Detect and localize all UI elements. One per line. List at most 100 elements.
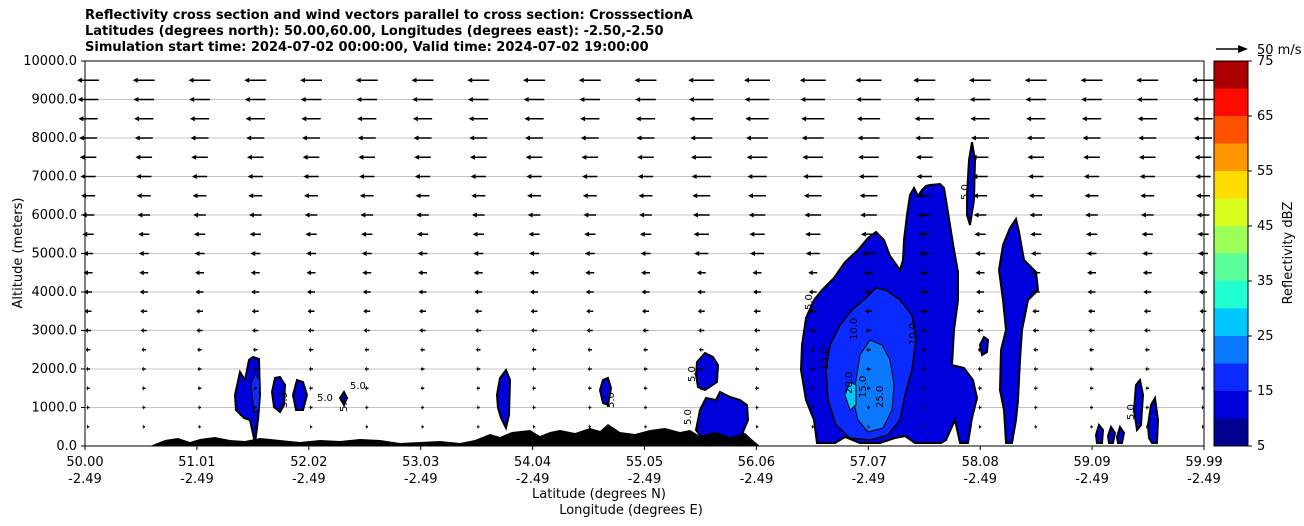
- wind-vector-head: [1030, 251, 1036, 256]
- wind-vector-head: [1192, 97, 1198, 102]
- wind-vector-head: [1198, 270, 1203, 276]
- wind-vector-head: [309, 366, 311, 372]
- wind-vector-head: [1034, 424, 1036, 430]
- wind-vector-head: [417, 251, 423, 256]
- wind-vector-head: [360, 212, 366, 218]
- wind-vector-head: [355, 77, 361, 83]
- wind-reference-label: 50 m/s: [1257, 43, 1302, 58]
- wind-vector-head: [419, 328, 423, 333]
- wind-vector-head: [1080, 77, 1086, 83]
- wind-vector-head: [1200, 328, 1203, 333]
- wind-vector-head: [531, 328, 534, 333]
- colorbar-band: [1214, 143, 1248, 171]
- colorbar-tick-label: 45: [1257, 219, 1274, 234]
- colorbar-band: [1214, 363, 1248, 391]
- wind-vector-head: [1024, 77, 1030, 83]
- wind-vector-head: [638, 193, 644, 199]
- wind-vector-head: [697, 308, 702, 314]
- wind-vector-head: [524, 116, 530, 122]
- colorbar-band: [1214, 61, 1248, 89]
- wind-vector-head: [1090, 424, 1092, 430]
- wind-vector-head: [78, 116, 84, 122]
- wind-vector-head: [808, 270, 813, 276]
- wind-vector-head: [1141, 231, 1147, 237]
- wind-vector-head: [302, 135, 307, 141]
- wind-vector-head: [1032, 308, 1036, 314]
- wind-vector-head: [977, 328, 980, 333]
- wind-vector-head: [747, 174, 753, 179]
- wind-vector-head: [1136, 77, 1142, 83]
- wind-vector-head: [922, 366, 925, 372]
- wind-vector-head: [811, 385, 813, 391]
- wind-vector-head: [643, 385, 646, 391]
- wind-vector-head: [249, 231, 255, 237]
- x-tick-label-lat: 55.05: [626, 455, 663, 470]
- wind-vector-head: [250, 251, 256, 256]
- wind-vector-head: [86, 405, 88, 410]
- wind-vector-head: [1136, 97, 1142, 102]
- wind-vector-head: [77, 97, 83, 102]
- x-tick-label-lat: 50.00: [66, 455, 103, 470]
- wind-vector-head: [527, 193, 532, 199]
- wind-vector-head: [866, 347, 869, 353]
- wind-vector-head: [803, 193, 809, 199]
- wind-vector-head: [975, 270, 980, 276]
- wind-vector-head: [529, 270, 534, 276]
- colorbar-band: [1214, 198, 1248, 226]
- wind-vector-head: [920, 289, 925, 295]
- wind-vector-head: [412, 116, 418, 122]
- wind-vector-head: [253, 385, 256, 391]
- wind-vector-head: [306, 251, 311, 256]
- wind-vector-head: [699, 347, 702, 353]
- wind-vector-head: [365, 405, 367, 410]
- wind-vector-head: [193, 231, 199, 237]
- wind-vector-head: [83, 270, 88, 276]
- wind-vector-head: [977, 347, 980, 353]
- wind-vector-head: [690, 135, 696, 141]
- echo-cell: [997, 216, 1040, 444]
- wind-vector-head: [805, 251, 811, 256]
- wind-vector-head: [976, 289, 980, 295]
- wind-vector-head: [973, 212, 979, 218]
- wind-vector-head: [969, 97, 975, 102]
- wind-vector-head: [799, 77, 805, 83]
- wind-vector-head: [412, 97, 418, 102]
- colorbar-band: [1214, 281, 1248, 309]
- wind-vector-head: [754, 328, 757, 333]
- wind-vector-head: [865, 328, 869, 333]
- wind-vector-head: [1192, 77, 1197, 83]
- wind-vector-head: [1145, 385, 1148, 391]
- wind-vector-head: [1032, 328, 1036, 333]
- contour-label: 10.0: [908, 323, 919, 345]
- colorbar-band: [1214, 253, 1248, 281]
- colorbar: 5 15 25 35 45 55 65 75: [1213, 54, 1274, 454]
- wind-vector-head: [922, 385, 925, 391]
- echo-cell: [338, 390, 349, 408]
- wind-vector-head: [588, 405, 590, 410]
- wind-vector-head: [300, 97, 306, 102]
- wind-vector-head: [971, 135, 976, 141]
- wind-vector-head: [811, 405, 813, 410]
- wind-vector-head: [923, 424, 925, 430]
- wind-vector-head: [418, 289, 423, 295]
- wind-vector-head: [420, 366, 423, 372]
- wind-vector-head: [303, 174, 309, 179]
- colorbar-band: [1214, 226, 1248, 254]
- wind-vector-head: [189, 97, 195, 102]
- wind-vector-head: [744, 77, 749, 83]
- wind-vector-head: [1031, 270, 1036, 276]
- echo-cell: [1115, 424, 1126, 444]
- wind-vector-head: [421, 405, 423, 410]
- x-tick-label-lon: -2.49: [740, 472, 774, 487]
- wind-vector-head: [532, 424, 534, 430]
- wind-vector-head: [253, 347, 256, 353]
- wind-vector-head: [748, 193, 753, 199]
- wind-vector-head: [749, 231, 755, 237]
- echo-cell: [1146, 394, 1160, 444]
- wind-vector-head: [582, 193, 588, 199]
- wind-vector-head: [1027, 154, 1033, 160]
- wind-vector-head: [578, 77, 584, 83]
- wind-vector-head: [305, 231, 311, 237]
- arrow-right-icon: [1238, 45, 1248, 53]
- wind-vector-head: [584, 251, 590, 256]
